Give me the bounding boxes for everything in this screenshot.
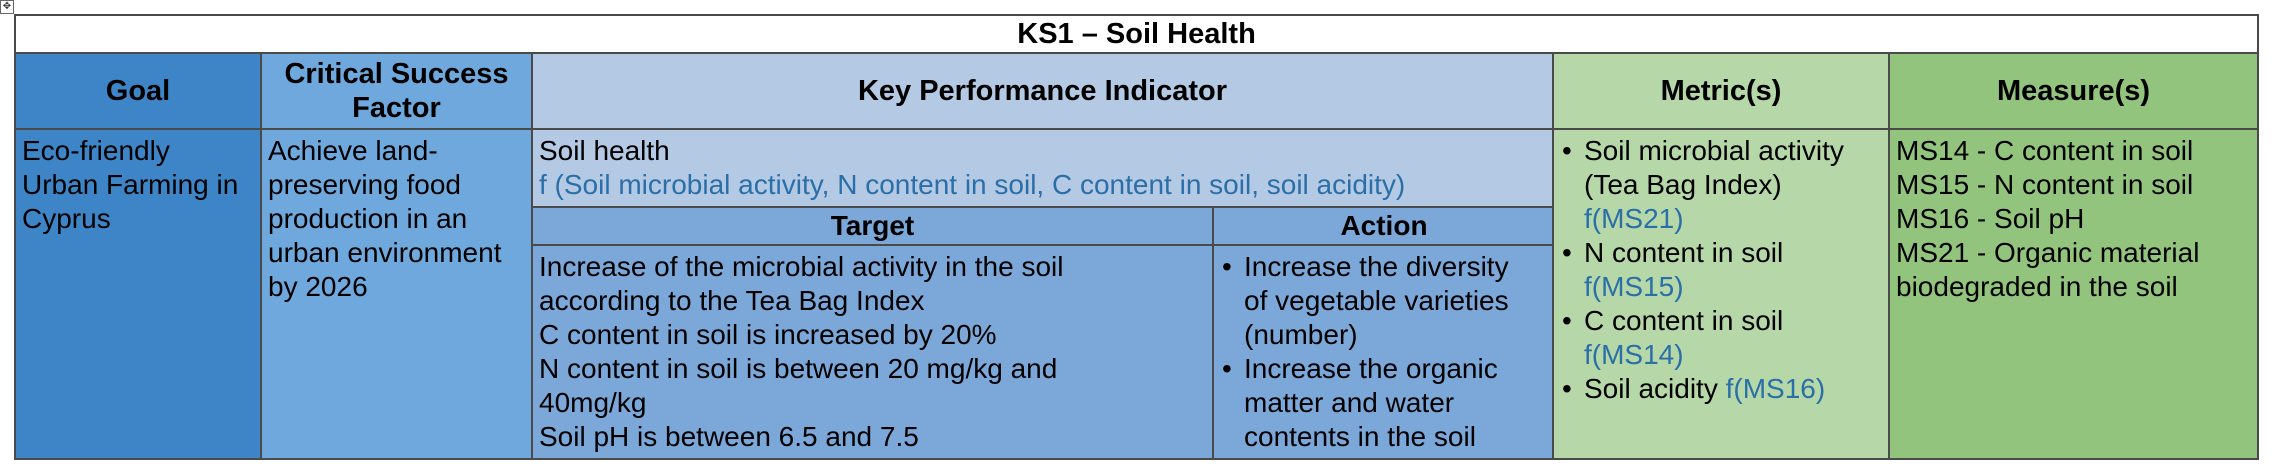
csf-line: preserving food (268, 169, 462, 200)
goal-line: Eco-friendly (22, 135, 170, 166)
metric-text: (Tea Bag Index) (1584, 169, 1782, 200)
action-text: (number) (1244, 319, 1358, 350)
header-action: Action (1213, 207, 1554, 246)
measure-line: MS21 - Organic material (1896, 237, 2200, 268)
ks1-soil-health-table: KS1 – Soil Health Goal Critical Success … (13, 14, 2260, 460)
metric-function: f(MS21) (1584, 203, 1684, 234)
measure-line: MS15 - N content in soil (1896, 169, 2194, 200)
action-text: of vegetable varieties (1244, 285, 1509, 316)
metric-item: N content in soil f(MS15) (1560, 236, 1882, 304)
target-cell: Increase of the microbial activity in th… (533, 245, 1214, 458)
measure-line: biodegraded in the soil (1896, 271, 2178, 302)
target-line: N content in soil is between 20 mg/kg an… (539, 353, 1058, 384)
goal-line: Cyprus (22, 203, 111, 234)
header-measures: Measure(s) (1887, 52, 2260, 130)
target-line: according to the Tea Bag Index (539, 285, 925, 316)
metric-item: C content in soil f(MS14) (1560, 304, 1882, 372)
metric-text: C content in soil (1584, 305, 1784, 336)
metric-item: Soil acidity f(MS16) (1560, 372, 1882, 406)
csf-line: Achieve land- (268, 135, 438, 166)
metric-text: N content in soil (1584, 237, 1784, 268)
ks1-table-container: KS1 – Soil Health Goal Critical Success … (13, 14, 2260, 460)
header-target: Target (533, 207, 1214, 246)
table-title: KS1 – Soil Health (13, 14, 2260, 54)
kpi-inner-table: Soil health f (Soil microbial activity, … (533, 130, 1554, 458)
action-item: Increase the diversity of vegetable vari… (1220, 250, 1548, 352)
action-item: Increase the organic matter and water co… (1220, 352, 1548, 454)
header-csf-line2: Factor (352, 92, 441, 124)
header-kpi: Key Performance Indicator (531, 52, 1554, 130)
action-text: Increase the diversity (1244, 251, 1509, 282)
table-move-handle-icon[interactable]: ✥ (0, 0, 14, 14)
action-text: matter and water (1244, 387, 1455, 418)
metric-function: f(MS14) (1584, 339, 1684, 370)
metrics-cell: Soil microbial activity (Tea Bag Index) … (1552, 128, 1890, 460)
target-line: Soil pH is between 6.5 and 7.5 (539, 421, 919, 452)
metric-function: f(MS16) (1725, 373, 1826, 404)
kpi-cell: Soil health f (Soil microbial activity, … (531, 128, 1554, 460)
measure-line: MS16 - Soil pH (1896, 203, 2085, 234)
header-metrics: Metric(s) (1552, 52, 1890, 130)
header-critical-success-factor: Critical Success Factor (260, 52, 533, 130)
metric-text: Soil acidity (1584, 373, 1726, 404)
target-line: C content in soil is increased by 20% (539, 319, 997, 350)
csf-line: production in an (268, 203, 468, 234)
csf-cell: Achieve land- preserving food production… (260, 128, 533, 460)
metric-text: Soil microbial activity (1584, 135, 1844, 166)
action-text: contents in the soil (1244, 421, 1476, 452)
measures-cell: MS14 - C content in soil MS15 - N conten… (1887, 128, 2260, 460)
action-cell: Increase the diversity of vegetable vari… (1213, 245, 1554, 458)
kpi-name: Soil health (539, 135, 670, 166)
goal-cell: Eco-friendly Urban Farming in Cyprus (14, 128, 262, 460)
goal-line: Urban Farming in (22, 169, 239, 200)
action-text: Increase the organic (1244, 353, 1498, 384)
kpi-definition: Soil health f (Soil microbial activity, … (533, 130, 1554, 208)
metric-item: Soil microbial activity (Tea Bag Index) … (1560, 134, 1882, 236)
csf-line: by 2026 (268, 271, 368, 302)
metrics-list: Soil microbial activity (Tea Bag Index) … (1560, 134, 1882, 406)
action-list: Increase the diversity of vegetable vari… (1220, 250, 1548, 454)
target-line: 40mg/kg (539, 387, 647, 418)
metric-function: f(MS15) (1584, 271, 1684, 302)
target-line: Increase of the microbial activity in th… (539, 251, 1064, 282)
header-goal: Goal (14, 52, 262, 130)
header-csf-line1: Critical Success (284, 58, 509, 90)
measure-line: MS14 - C content in soil (1896, 135, 2194, 166)
kpi-formula: f (Soil microbial activity, N content in… (539, 169, 1406, 200)
csf-line: urban environment (268, 237, 502, 268)
